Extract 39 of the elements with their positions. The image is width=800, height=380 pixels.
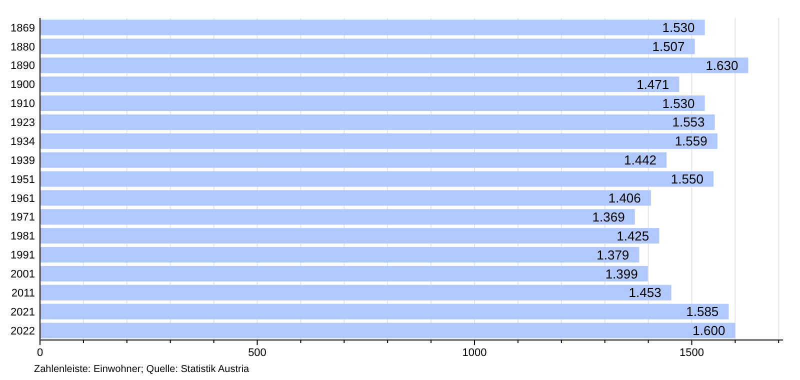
data-label: 1.530 bbox=[662, 20, 695, 36]
data-label: 1.425 bbox=[616, 228, 650, 244]
data-label: 1.471 bbox=[636, 76, 670, 92]
y-tick-label: 1991 bbox=[10, 250, 35, 262]
data-label: 1.369 bbox=[592, 209, 625, 224]
y-tick-label: 1934 bbox=[10, 136, 35, 148]
y-tick-label: 2021 bbox=[10, 306, 35, 318]
y-tick-label: 1961 bbox=[10, 192, 35, 205]
y-tick-label: 1939 bbox=[10, 154, 35, 167]
y-tick-label: 2011 bbox=[11, 287, 35, 300]
y-tick-label: 1910 bbox=[10, 98, 35, 110]
text: Zahlenleiste: Einwohner; Quelle: Statistik Austria bbox=[34, 364, 250, 375]
data-label: 1.630 bbox=[706, 58, 738, 73]
data-label: 1.507 bbox=[652, 38, 685, 54]
x-tick-label: 1000 bbox=[462, 347, 487, 359]
x-tick-label: 500 bbox=[248, 347, 266, 359]
y-tick-label: 1890 bbox=[10, 60, 35, 72]
y-tick-label: 2022 bbox=[10, 325, 35, 338]
x-tick-label: 1500 bbox=[680, 347, 704, 359]
y-tick-label: 2001 bbox=[10, 268, 35, 281]
y-tick-label: 1900 bbox=[10, 79, 35, 92]
data-label: 1.530 bbox=[662, 96, 695, 111]
data-label: 1.399 bbox=[605, 266, 638, 282]
data-label: 1.453 bbox=[628, 285, 662, 300]
y-tick-label: 1981 bbox=[10, 230, 35, 243]
data-label: 1.600 bbox=[692, 323, 726, 338]
data-label: 1.553 bbox=[672, 114, 705, 130]
y-tick-label: 1880 bbox=[10, 41, 35, 54]
data-label: 1.559 bbox=[674, 134, 708, 149]
data-label: 1.550 bbox=[670, 172, 704, 187]
data-label: 1.379 bbox=[596, 247, 630, 262]
y-tick-label: 1869 bbox=[10, 22, 35, 34]
data-label: 1.442 bbox=[624, 152, 657, 168]
data-label: 1.406 bbox=[608, 190, 641, 206]
y-tick-label: 1971 bbox=[10, 212, 35, 224]
data-label: 1.585 bbox=[686, 304, 719, 320]
y-tick-label: 1923 bbox=[10, 117, 35, 130]
y-tick-label: 1951 bbox=[10, 174, 35, 186]
x-tick-label: 0 bbox=[36, 347, 44, 359]
